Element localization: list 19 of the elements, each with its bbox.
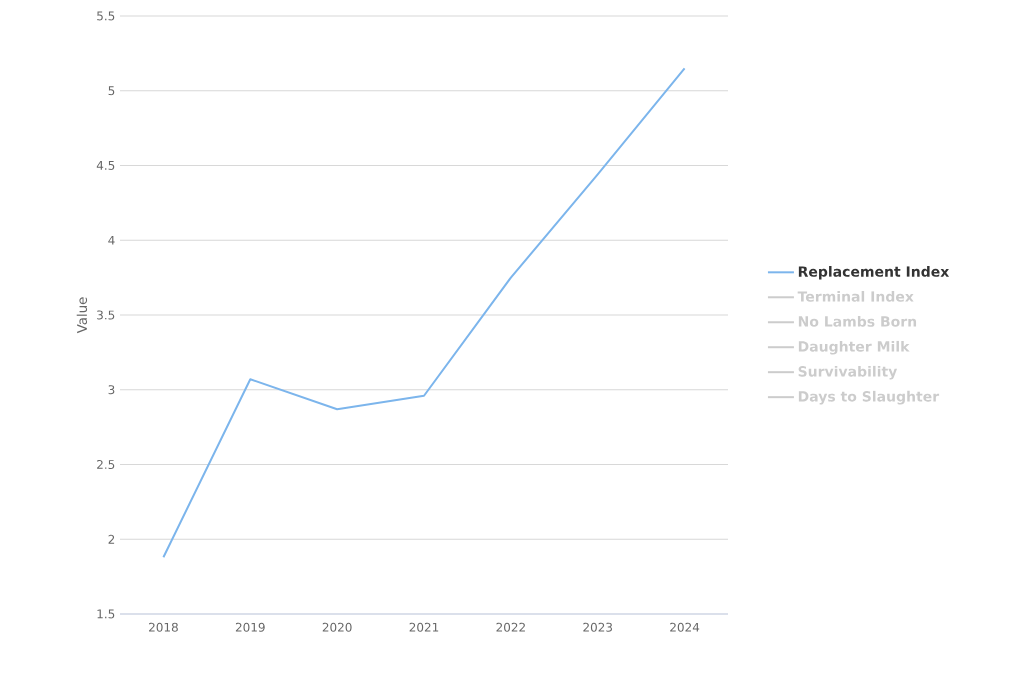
x-tick-label: 2021 [409, 622, 439, 632]
y-axis-title: Value [76, 297, 88, 334]
y-tick-label: 4 [108, 235, 115, 245]
y-tick-label: 4.5 [96, 161, 115, 170]
y-tick-label: 2.5 [97, 459, 115, 470]
x-tick-label: 2022 [496, 622, 525, 632]
y-tick-label: 5 [108, 86, 115, 96]
y-tick-label: 5.5 [97, 11, 115, 21]
y-tick-label: 2 [108, 534, 115, 544]
x-tick-label: 2023 [583, 622, 613, 632]
y-tick-label: 3 [108, 385, 115, 395]
x-tick-label: 2019 [235, 622, 265, 632]
y-tick-label: 3.5 [97, 310, 115, 320]
x-tick-label: 2018 [149, 622, 178, 632]
x-tick-label: 2024 [670, 622, 700, 632]
x-tick-label: 2020 [322, 622, 352, 632]
y-tick-label: 1.5 [97, 609, 115, 619]
line-series [162, 67, 686, 559]
legend-label: Replacement Index [798, 266, 950, 280]
